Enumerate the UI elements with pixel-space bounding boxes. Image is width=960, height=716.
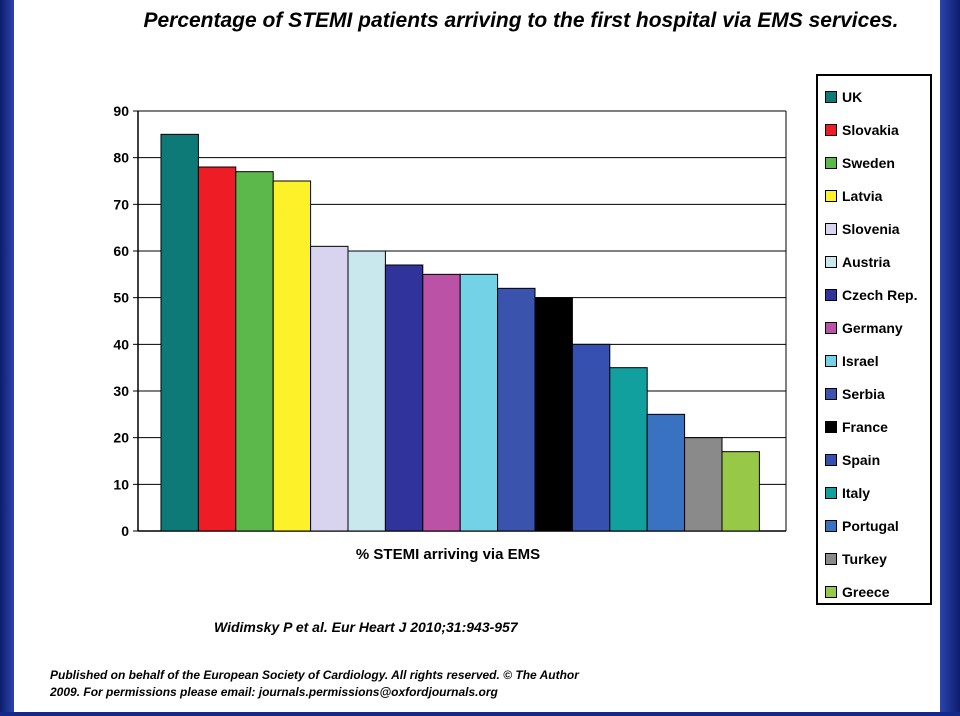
- legend-item: Slovenia: [825, 220, 900, 238]
- y-tick-label: 70: [113, 196, 129, 212]
- legend-label: Portugal: [842, 518, 899, 534]
- bar-italy: [609, 367, 648, 532]
- legend-item: Spain: [825, 451, 880, 469]
- slide-frame-bottom: [0, 712, 960, 716]
- legend-swatch: [825, 388, 837, 400]
- y-tick-label: 90: [113, 103, 129, 119]
- legend-item: France: [825, 418, 888, 436]
- legend-label: Slovakia: [842, 122, 899, 138]
- bar-serbia: [497, 287, 536, 532]
- legend-label: Spain: [842, 452, 881, 468]
- legend-label: UK: [842, 89, 863, 105]
- y-tick-label: 40: [113, 336, 129, 352]
- legend-item: Sweden: [825, 154, 895, 172]
- legend-swatch: [825, 586, 837, 598]
- legend-swatch: [825, 454, 837, 466]
- legend-item: Austria: [825, 253, 890, 271]
- y-tick-label: 0: [121, 523, 129, 539]
- legend-label: France: [842, 419, 888, 435]
- legend-item: Slovakia: [825, 121, 899, 139]
- legend-label: Israel: [842, 353, 879, 369]
- legend-item: Israel: [825, 352, 879, 370]
- legend-swatch: [825, 421, 837, 433]
- legend-item: Portugal: [825, 517, 899, 535]
- legend-label: Czech Rep.: [842, 287, 918, 303]
- legend-swatch: [825, 190, 837, 202]
- legend-item: UK: [825, 88, 862, 106]
- legend-label: Austria: [842, 254, 891, 270]
- legend-label: Slovenia: [842, 221, 900, 237]
- legend-swatch: [825, 91, 837, 103]
- legend-item: Latvia: [825, 187, 882, 205]
- y-tick-label: 30: [113, 383, 129, 399]
- slide: Percentage of STEMI patients arriving to…: [14, 0, 940, 712]
- bar-portugal: [646, 413, 686, 532]
- legend-label: Sweden: [842, 155, 895, 171]
- legend-label: Germany: [842, 320, 903, 336]
- legend-item: Germany: [825, 319, 903, 337]
- legend-swatch: [825, 355, 837, 367]
- bar-uk: [160, 133, 199, 532]
- legend-label: Serbia: [842, 386, 885, 402]
- legend-label: Italy: [842, 485, 871, 501]
- bar-chart: 0 10 20 30 40 50 60 70 80 90 % STEMI arriving via …: [113, 103, 787, 563]
- legend-label: Turkey: [842, 551, 887, 567]
- chart-title: Percentage of STEMI patients arriving to…: [143, 9, 899, 32]
- y-tick-label: 80: [113, 150, 129, 166]
- bar-slovenia: [310, 245, 349, 532]
- y-tick-label: 60: [113, 243, 129, 259]
- legend-swatch: [825, 322, 837, 334]
- legend-label: Latvia: [842, 188, 883, 204]
- slide-frame-left: [0, 0, 14, 716]
- legend-swatch: [825, 553, 837, 565]
- bar-israel: [459, 273, 499, 532]
- legend-swatch: [825, 157, 837, 169]
- legend-item: Greece: [825, 583, 889, 601]
- x-axis-label: % STEMI arriving via EMS: [356, 546, 540, 563]
- legend-swatch: [825, 256, 837, 268]
- legend-swatch: [825, 520, 837, 532]
- bar-greece: [721, 451, 760, 532]
- legend-swatch: [825, 124, 837, 136]
- legend-label: Greece: [842, 584, 890, 600]
- chart-legend: UK Slovakia Sweden Latvia Slovenia Austria Cze…: [816, 74, 932, 605]
- legend-item: Serbia: [825, 385, 885, 403]
- bar-latvia: [272, 180, 312, 532]
- y-tick-label: 50: [113, 290, 129, 306]
- publisher-notice: Published on behalf of the European Soci…: [50, 668, 579, 699]
- legend-item: Italy: [825, 484, 870, 502]
- legend-swatch: [825, 289, 837, 301]
- legend-item: Turkey: [825, 550, 887, 568]
- bar-austria: [347, 250, 386, 532]
- bar-spain: [571, 343, 611, 532]
- bar-turkey: [684, 437, 723, 532]
- bar-france: [534, 297, 573, 532]
- bar-slovakia: [197, 166, 237, 532]
- bar-sweden: [235, 171, 274, 532]
- legend-item: Czech Rep.: [825, 286, 917, 304]
- legend-swatch: [825, 487, 837, 499]
- citation: Widimsky P et al. Eur Heart J 2010;31:94…: [214, 619, 518, 635]
- legend-swatch: [825, 223, 837, 235]
- y-tick-label: 20: [113, 430, 129, 446]
- y-tick-label: 10: [113, 476, 129, 492]
- bar-czech-rep: [384, 264, 424, 532]
- bar-germany: [422, 273, 461, 532]
- slide-frame-right: [940, 0, 960, 716]
